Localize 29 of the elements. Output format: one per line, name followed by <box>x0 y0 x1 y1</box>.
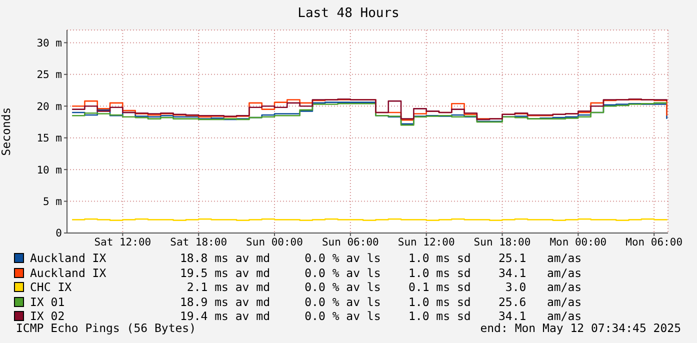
legend-label: Auckland IX <box>30 251 108 266</box>
text: ICMP Echo Pings (56 Bytes) <box>16 321 196 335</box>
text: 18.9 ms av md 0.0 % av ls 1.0 ms sd 25.6 am/as <box>180 294 582 309</box>
x-tick-label: Sun 00:00 <box>246 236 303 248</box>
x-tick-label: Mon 00:00 <box>550 236 607 248</box>
text: end: Mon May 12 07:34:45 2025 <box>480 321 681 335</box>
legend-label: CHC IX <box>30 280 73 294</box>
y-tick-label: 0 <box>56 228 62 240</box>
legend-label: Auckland IX <box>30 266 108 280</box>
y-tick-label: 10 m <box>36 164 62 176</box>
text: 2.1 ms av md 0.0 % av ls 0.1 ms sd 3.0 am/as <box>186 280 582 294</box>
legend-label: IX 02 <box>30 309 66 323</box>
x-tick-label: Sun 06:00 <box>322 236 379 248</box>
text: 19.4 ms av md 0.0 % av ls 1.0 ms sd 34.1 am/as <box>180 309 582 323</box>
y-tick-label: 5 m <box>43 196 62 208</box>
text: 19.5 ms av md 0.0 % av ls 1.0 ms sd 34.1 am/as <box>180 266 582 280</box>
x-tick-label: Sun 18:00 <box>474 236 531 248</box>
legend-label: IX 01 <box>30 294 66 309</box>
y-tick-label: 30 m <box>36 37 62 50</box>
x-tick-label: Sat 12:00 <box>94 236 152 248</box>
x-tick-label: Sun 12:00 <box>398 236 455 248</box>
x-tick-label: Sat 18:00 <box>170 236 228 248</box>
y-tick-label: 25 m <box>36 69 62 82</box>
y-tick-label: 15 m <box>36 132 62 145</box>
text: 18.8 ms av md 0.0 % av ls 1.0 ms sd 25.1 am/as <box>180 251 582 266</box>
chart-title: Last 48 Hours <box>296 6 400 21</box>
y-tick-label: 20 m <box>36 100 62 113</box>
y-axis-title: Seconds <box>0 107 14 156</box>
x-tick-label: Mon 06:00 <box>626 236 683 248</box>
